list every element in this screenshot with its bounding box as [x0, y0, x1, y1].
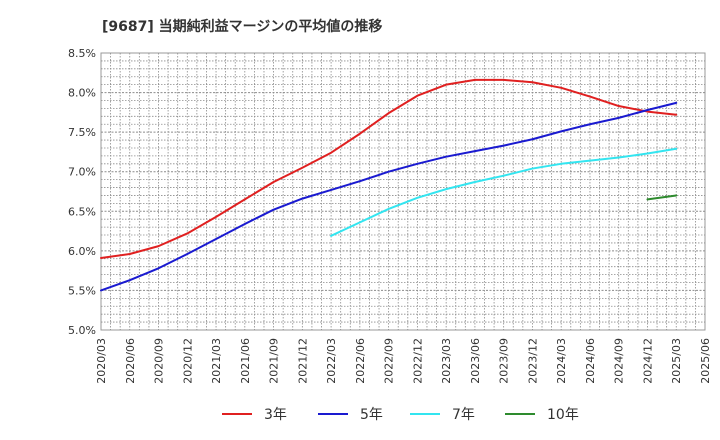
x-tick-label: 2020/03 — [95, 338, 108, 384]
x-tick-label: 2020/12 — [181, 338, 194, 384]
x-tick-label: 2024/06 — [584, 338, 597, 384]
series-line — [330, 147, 678, 237]
x-tick-label: 2023/12 — [526, 338, 539, 384]
chart-title: [9687] 当期純利益マージンの平均値の推移 — [102, 18, 382, 35]
legend-label: 3年 — [264, 407, 287, 423]
x-tick-label: 2022/03 — [325, 338, 338, 384]
x-tick-label: 2021/12 — [296, 338, 309, 384]
x-tick-label: 2020/06 — [124, 338, 137, 384]
legend-label: 7年 — [452, 407, 475, 423]
y-tick-label: 6.0% — [68, 245, 96, 258]
x-tick-label: 2022/12 — [411, 338, 424, 384]
x-tick-label: 2025/03 — [670, 338, 683, 384]
x-tick-label: 2020/09 — [153, 338, 166, 384]
x-tick-label: 2021/06 — [239, 338, 252, 384]
series-lines — [100, 78, 678, 292]
y-axis-ticks: 5.0% 5.5% 6.0% 6.5% 7.0% 7.5% 8.0% 8.5% — [68, 47, 96, 337]
x-tick-label: 2025/06 — [699, 338, 712, 384]
x-tick-label: 2023/06 — [469, 338, 482, 384]
x-tick-label: 2024/03 — [555, 338, 568, 384]
series-line — [100, 101, 678, 292]
x-tick-label: 2023/09 — [498, 338, 511, 384]
y-tick-label: 6.5% — [68, 205, 96, 218]
y-tick-label: 8.5% — [68, 47, 96, 60]
y-tick-label: 5.0% — [68, 324, 96, 337]
x-axis-ticks: 2020/03 2020/06 2020/09 2020/12 2021/03 2021/… — [95, 338, 712, 384]
plot-area — [100, 52, 706, 331]
series-line — [646, 194, 678, 201]
y-tick-label: 5.5% — [68, 284, 96, 297]
x-tick-label: 2024/12 — [641, 338, 654, 384]
y-tick-label: 8.0% — [68, 87, 96, 100]
x-tick-label: 2021/03 — [210, 338, 223, 384]
legend: 3年 5年 7年 10年 — [222, 407, 579, 423]
x-tick-label: 2022/06 — [354, 338, 367, 384]
y-tick-label: 7.5% — [68, 126, 96, 139]
x-tick-label: 2021/09 — [268, 338, 281, 384]
legend-label: 5年 — [360, 407, 383, 423]
legend-label: 10年 — [547, 407, 579, 423]
x-tick-label: 2022/09 — [383, 338, 396, 384]
x-tick-label: 2023/03 — [440, 338, 453, 384]
x-tick-label: 2024/09 — [613, 338, 626, 384]
y-tick-label: 7.0% — [68, 166, 96, 179]
series-line — [100, 78, 678, 259]
grid — [101, 53, 705, 330]
